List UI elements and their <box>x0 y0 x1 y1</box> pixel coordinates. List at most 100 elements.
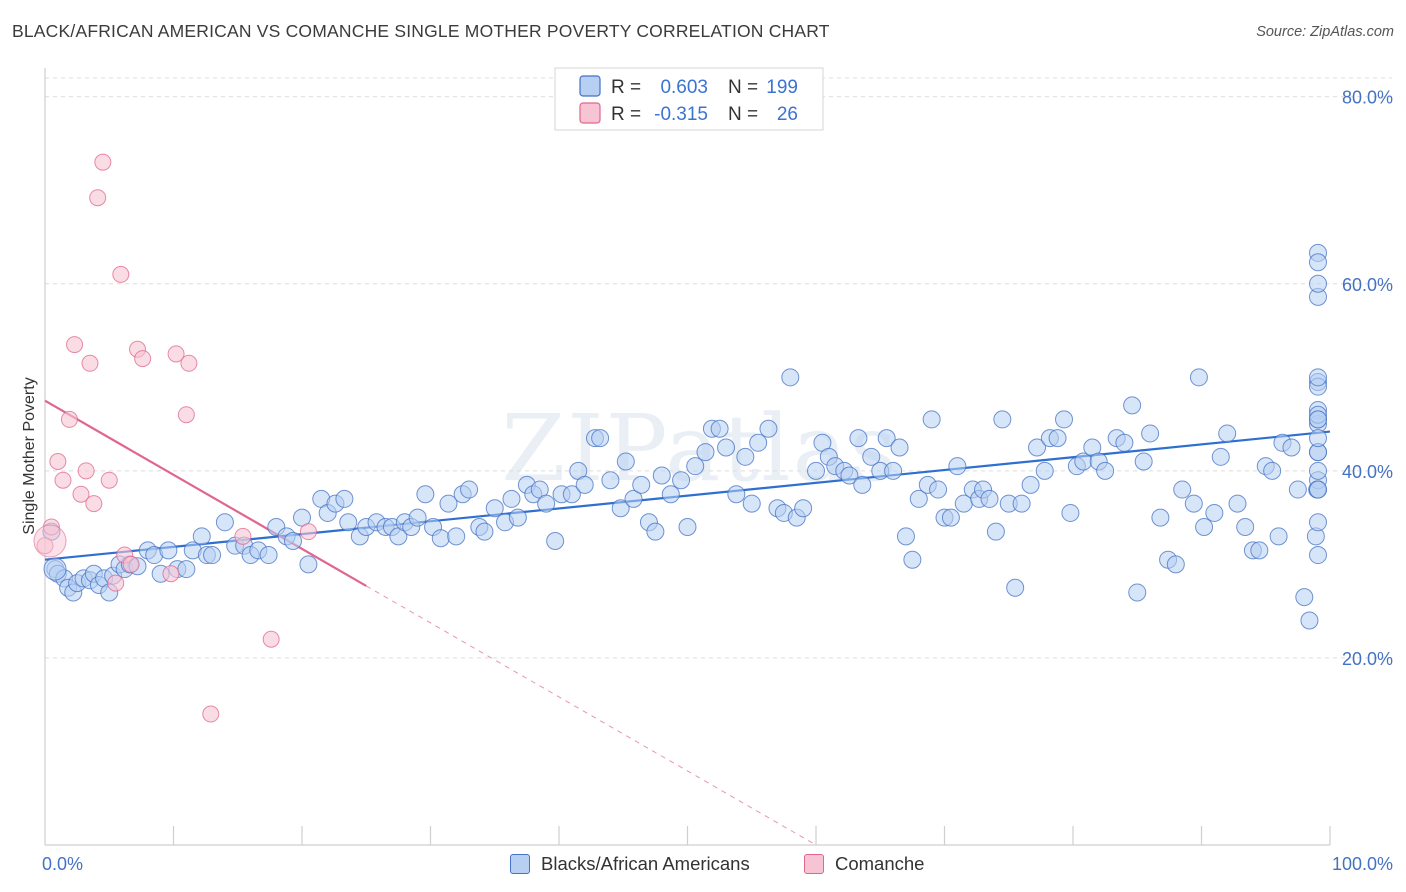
point-blacks <box>807 461 825 480</box>
point-blacks <box>1166 555 1185 574</box>
y-tick-label: 20.0% <box>1342 649 1393 669</box>
point-blacks <box>611 499 630 518</box>
point-blacks <box>508 508 527 527</box>
series-legend: Blacks/African Americans Comanche <box>0 851 1406 877</box>
point-comanche <box>177 406 195 424</box>
point-blacks <box>601 471 620 490</box>
point-blacks <box>416 485 435 504</box>
point-comanche <box>72 485 90 503</box>
point-blacks <box>215 513 234 532</box>
legend-n-label: N = <box>728 104 758 125</box>
trend-line-blacks <box>44 430 1331 561</box>
point-blacks <box>1211 447 1230 466</box>
legend-item-comanche[interactable]: Comanche <box>804 851 924 877</box>
point-blacks <box>672 471 691 490</box>
point-comanche <box>167 345 185 363</box>
point-blacks <box>546 532 565 551</box>
point-comanche <box>162 565 180 583</box>
point-blacks <box>203 546 222 565</box>
point-blacks <box>941 508 960 527</box>
point-comanche <box>77 462 95 480</box>
point-blacks <box>1173 480 1192 499</box>
point-blacks <box>686 457 705 476</box>
point-comanche <box>299 523 317 541</box>
point-blacks <box>159 541 178 560</box>
point-blacks <box>616 452 635 471</box>
point-blacks <box>922 410 941 429</box>
legend-r-value: -0.315 <box>654 104 708 125</box>
point-blacks <box>475 522 494 541</box>
point-blacks <box>1205 503 1224 522</box>
point-blacks <box>884 461 903 480</box>
point-comanche <box>107 574 125 592</box>
y-tick-labels: 20.0% 40.0% 60.0% 80.0% <box>1342 88 1393 669</box>
point-comanche <box>81 354 99 372</box>
point-blacks <box>1228 494 1247 513</box>
point-comanche <box>202 705 220 723</box>
point-comanche <box>94 153 112 171</box>
point-blacks <box>408 508 427 527</box>
axes <box>44 68 1331 846</box>
point-blacks <box>736 447 755 466</box>
x-tick-labels: 0.0% 100.0% <box>42 854 1393 874</box>
point-blacks <box>1309 480 1327 499</box>
point-blacks <box>1309 429 1327 448</box>
point-blacks <box>1309 368 1327 387</box>
point-blacks <box>284 532 303 551</box>
point-blacks <box>431 529 450 548</box>
point-blacks <box>1048 429 1067 448</box>
point-blacks <box>1309 461 1327 480</box>
point-comanche <box>112 265 130 283</box>
point-blacks <box>1115 433 1134 452</box>
point-comanche <box>89 189 107 207</box>
legend-r-value: 0.603 <box>660 77 708 98</box>
point-blacks <box>1028 438 1047 457</box>
point-blacks <box>1006 578 1025 597</box>
point-blacks <box>1288 480 1307 499</box>
legend-r-label: R = <box>611 104 641 125</box>
point-blacks <box>948 457 967 476</box>
legend-r-label: R = <box>611 77 641 98</box>
point-blacks <box>485 499 504 518</box>
point-blacks <box>890 438 909 457</box>
point-comanche <box>85 495 103 513</box>
point-blacks <box>710 419 729 438</box>
trend-line-comanche-extension <box>366 585 817 846</box>
point-blacks <box>929 480 948 499</box>
point-blacks <box>909 489 928 508</box>
point-comanche <box>134 350 152 368</box>
point-blacks <box>177 560 196 579</box>
point-blacks <box>1282 438 1301 457</box>
legend-n-label: N = <box>728 77 758 98</box>
point-comanche <box>234 527 252 545</box>
point-blacks <box>1295 588 1314 607</box>
point-blacks <box>661 485 680 504</box>
point-blacks <box>742 494 761 513</box>
point-blacks <box>460 480 479 499</box>
legend-swatch <box>579 75 601 97</box>
point-blacks <box>1035 461 1054 480</box>
legend-n-value: 26 <box>777 104 798 125</box>
point-blacks <box>439 494 458 513</box>
point-blacks <box>1012 494 1031 513</box>
point-blacks <box>335 489 354 508</box>
point-blacks <box>632 475 651 494</box>
point-blacks <box>575 475 594 494</box>
point-blacks <box>849 429 868 448</box>
point-blacks <box>1300 611 1319 630</box>
point-blacks <box>1141 424 1160 443</box>
source-label[interactable]: Source: ZipAtlas.com <box>1256 24 1394 40</box>
point-blacks <box>1189 368 1208 387</box>
chart-title: BLACK/AFRICAN AMERICAN VS COMANCHE SINGL… <box>12 21 830 41</box>
y-axis-label: Single Mother Poverty <box>21 377 38 534</box>
point-blacks <box>1250 541 1269 560</box>
point-comanche <box>262 630 280 648</box>
point-blacks <box>1061 503 1080 522</box>
legend-item-blacks[interactable]: Blacks/African Americans <box>510 851 750 877</box>
point-blacks <box>993 410 1012 429</box>
point-blacks <box>1195 517 1214 536</box>
point-blacks <box>986 522 1005 541</box>
legend-n-value: 199 <box>766 77 798 98</box>
point-blacks <box>624 489 643 508</box>
